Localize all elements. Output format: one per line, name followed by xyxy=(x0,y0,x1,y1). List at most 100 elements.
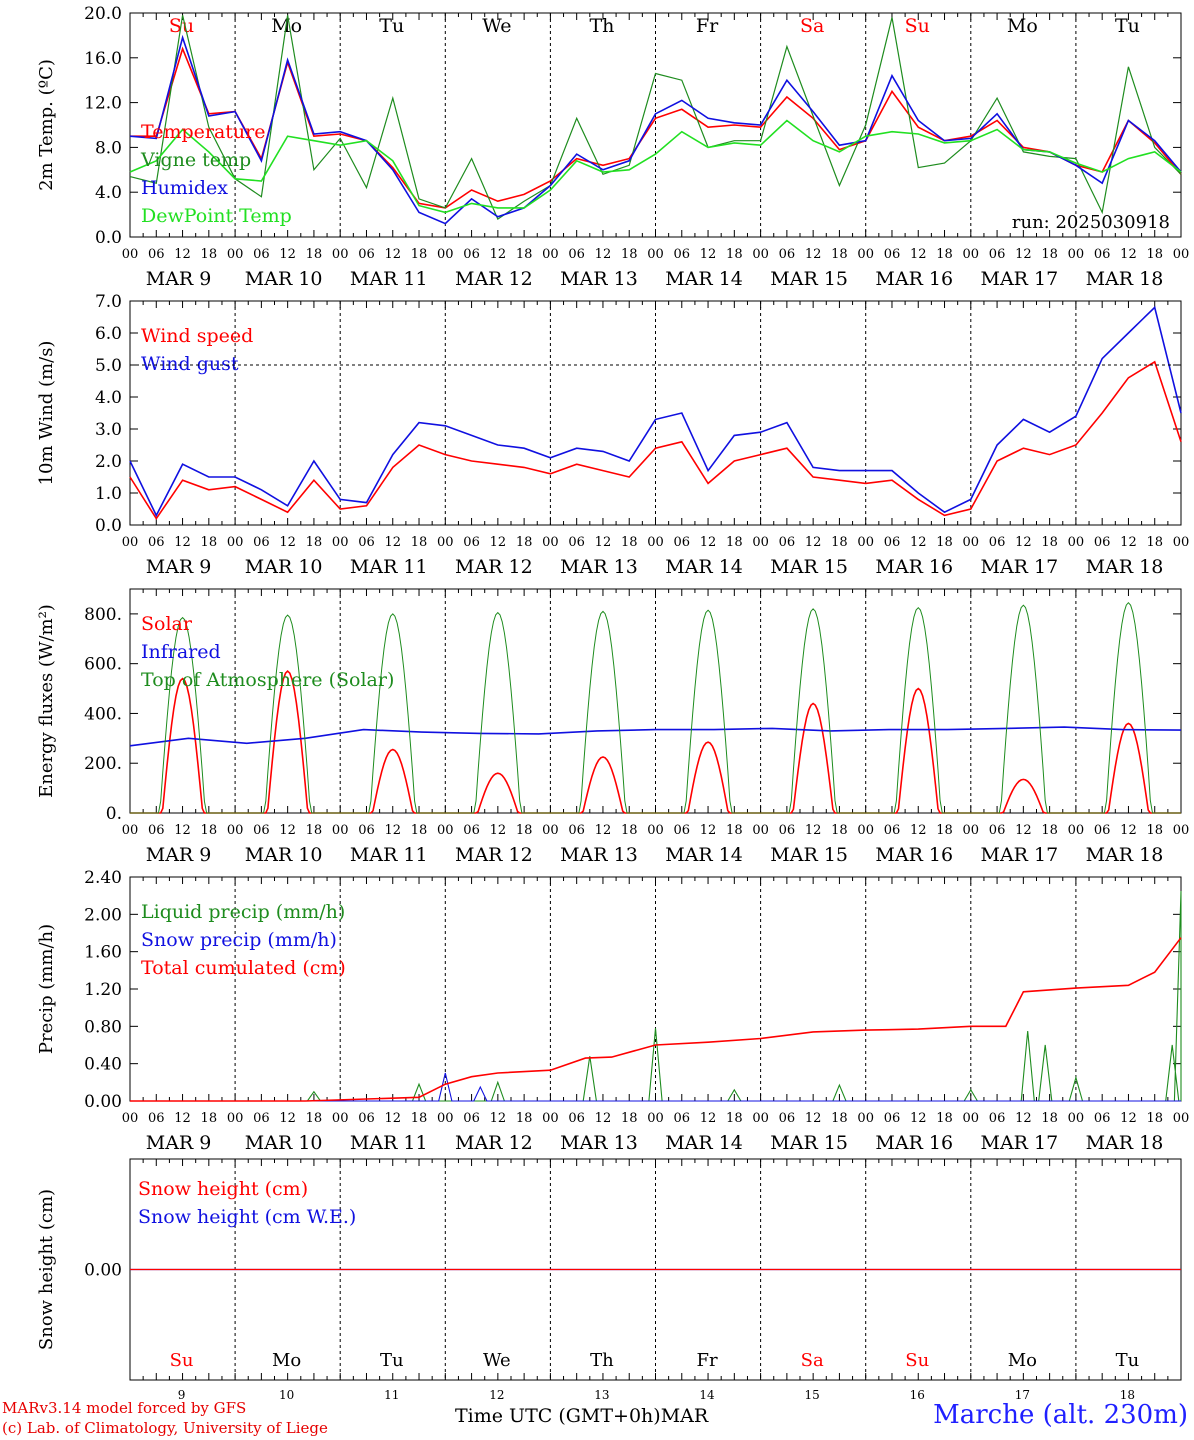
hour-label: 06 xyxy=(674,1111,691,1126)
series-line-vigne-temp xyxy=(129,15,1182,221)
date-label: MAR 12 xyxy=(455,268,533,290)
hour-label: 00 xyxy=(227,1111,244,1126)
day-number: 13 xyxy=(594,1388,609,1402)
legend-entry: Temperature xyxy=(141,121,265,143)
hour-label: 12 xyxy=(279,1111,296,1126)
hour-label: 00 xyxy=(647,247,664,262)
date-label: MAR 12 xyxy=(455,1132,533,1154)
date-label: MAR 14 xyxy=(665,1132,743,1154)
hour-label: 06 xyxy=(674,823,691,838)
day-name: Tu xyxy=(380,1350,404,1371)
hour-label: 00 xyxy=(752,535,769,550)
hour-label: 00 xyxy=(542,823,559,838)
hour-label: 18 xyxy=(621,1111,638,1126)
hour-label: 12 xyxy=(384,823,401,838)
day-name: Fr xyxy=(697,1350,718,1371)
hour-label: 06 xyxy=(358,247,375,262)
y-tick-label: 1.20 xyxy=(84,980,122,1000)
hour-label: 06 xyxy=(884,247,901,262)
day-name: Tu xyxy=(1116,1350,1140,1371)
hour-label: 00 xyxy=(122,1111,139,1126)
hour-label: 00 xyxy=(857,247,874,262)
hour-label: 06 xyxy=(253,1111,270,1126)
hour-label: 12 xyxy=(1120,247,1137,262)
hour-label: 18 xyxy=(1146,535,1163,550)
hour-label: 12 xyxy=(910,247,927,262)
day-name: Su xyxy=(169,15,194,37)
day-name: Su xyxy=(905,1350,929,1371)
day-number: 17 xyxy=(1015,1388,1030,1402)
hour-label: 18 xyxy=(306,1111,323,1126)
energy-axis-label: Energy fluxes (W/m²) xyxy=(36,604,57,798)
hour-label: 12 xyxy=(279,247,296,262)
hour-label: 06 xyxy=(253,535,270,550)
hour-label: 00 xyxy=(1068,535,1085,550)
hour-label: 00 xyxy=(752,1111,769,1126)
date-label: MAR 17 xyxy=(980,1132,1058,1154)
hour-label: 12 xyxy=(1120,823,1137,838)
hour-label: 18 xyxy=(306,247,323,262)
hour-label: 06 xyxy=(463,247,480,262)
hour-label: 00 xyxy=(437,1111,454,1126)
hour-label: 12 xyxy=(700,1111,717,1126)
y-tick-label: 0. xyxy=(106,804,122,824)
hour-label: 06 xyxy=(358,823,375,838)
hour-label: 00 xyxy=(332,823,349,838)
y-tick-label: 0.80 xyxy=(84,1017,122,1037)
hour-label: 18 xyxy=(306,535,323,550)
y-tick-label: 0.0 xyxy=(95,516,122,536)
hour-label: 06 xyxy=(1094,247,1111,262)
date-label: MAR 18 xyxy=(1086,556,1164,578)
hour-label: 00 xyxy=(857,1111,874,1126)
hour-label: 18 xyxy=(726,1111,743,1126)
date-label: MAR 16 xyxy=(875,1132,953,1154)
hour-label: 12 xyxy=(279,823,296,838)
hour-label: 06 xyxy=(1094,535,1111,550)
date-label: MAR 14 xyxy=(665,268,743,290)
hour-label: 12 xyxy=(1015,1111,1032,1126)
date-label: MAR 11 xyxy=(350,268,428,290)
hour-label: 18 xyxy=(831,1111,848,1126)
hour-label: 06 xyxy=(674,535,691,550)
hour-label: 06 xyxy=(1094,1111,1111,1126)
hour-label: 06 xyxy=(148,535,165,550)
day-name: We xyxy=(482,15,511,37)
hour-label: 18 xyxy=(411,1111,428,1126)
legend-entry: Vigne temp xyxy=(140,149,251,171)
day-name: Mo xyxy=(1008,1350,1037,1371)
day-number: 16 xyxy=(910,1388,925,1402)
hour-label: 06 xyxy=(989,535,1006,550)
hour-label: 12 xyxy=(384,535,401,550)
hour-label: 00 xyxy=(227,535,244,550)
hour-label: 06 xyxy=(1094,823,1111,838)
day-name: Mo xyxy=(272,1350,301,1371)
hour-label: 00 xyxy=(647,1111,664,1126)
date-label: MAR 13 xyxy=(560,1132,638,1154)
hour-label: 00 xyxy=(332,1111,349,1126)
hour-label: 00 xyxy=(752,247,769,262)
hour-label: 00 xyxy=(963,247,980,262)
hour-label: 00 xyxy=(1173,1111,1190,1126)
hour-label: 18 xyxy=(621,535,638,550)
y-tick-label: 0.0 xyxy=(95,228,122,248)
date-label: MAR 10 xyxy=(245,268,323,290)
hour-label: 00 xyxy=(963,1111,980,1126)
date-label: MAR 18 xyxy=(1086,844,1164,866)
date-label: MAR 9 xyxy=(146,844,212,866)
hour-label: 06 xyxy=(568,535,585,550)
hour-label: 18 xyxy=(306,823,323,838)
y-tick-label: 0.40 xyxy=(84,1055,122,1075)
legend-entry: Total cumulated (cm) xyxy=(141,957,346,979)
hour-label: 06 xyxy=(358,1111,375,1126)
date-label: MAR 14 xyxy=(665,844,743,866)
hour-label: 06 xyxy=(148,1111,165,1126)
snow-axis-label: Snow height (cm) xyxy=(36,1189,57,1350)
hour-label: 06 xyxy=(148,823,165,838)
hour-label: 00 xyxy=(332,247,349,262)
hour-label: 12 xyxy=(490,247,507,262)
hour-label: 18 xyxy=(201,823,218,838)
hour-label: 18 xyxy=(831,247,848,262)
hour-label: 18 xyxy=(621,247,638,262)
run-label: run: 2025030918 xyxy=(1012,212,1170,233)
